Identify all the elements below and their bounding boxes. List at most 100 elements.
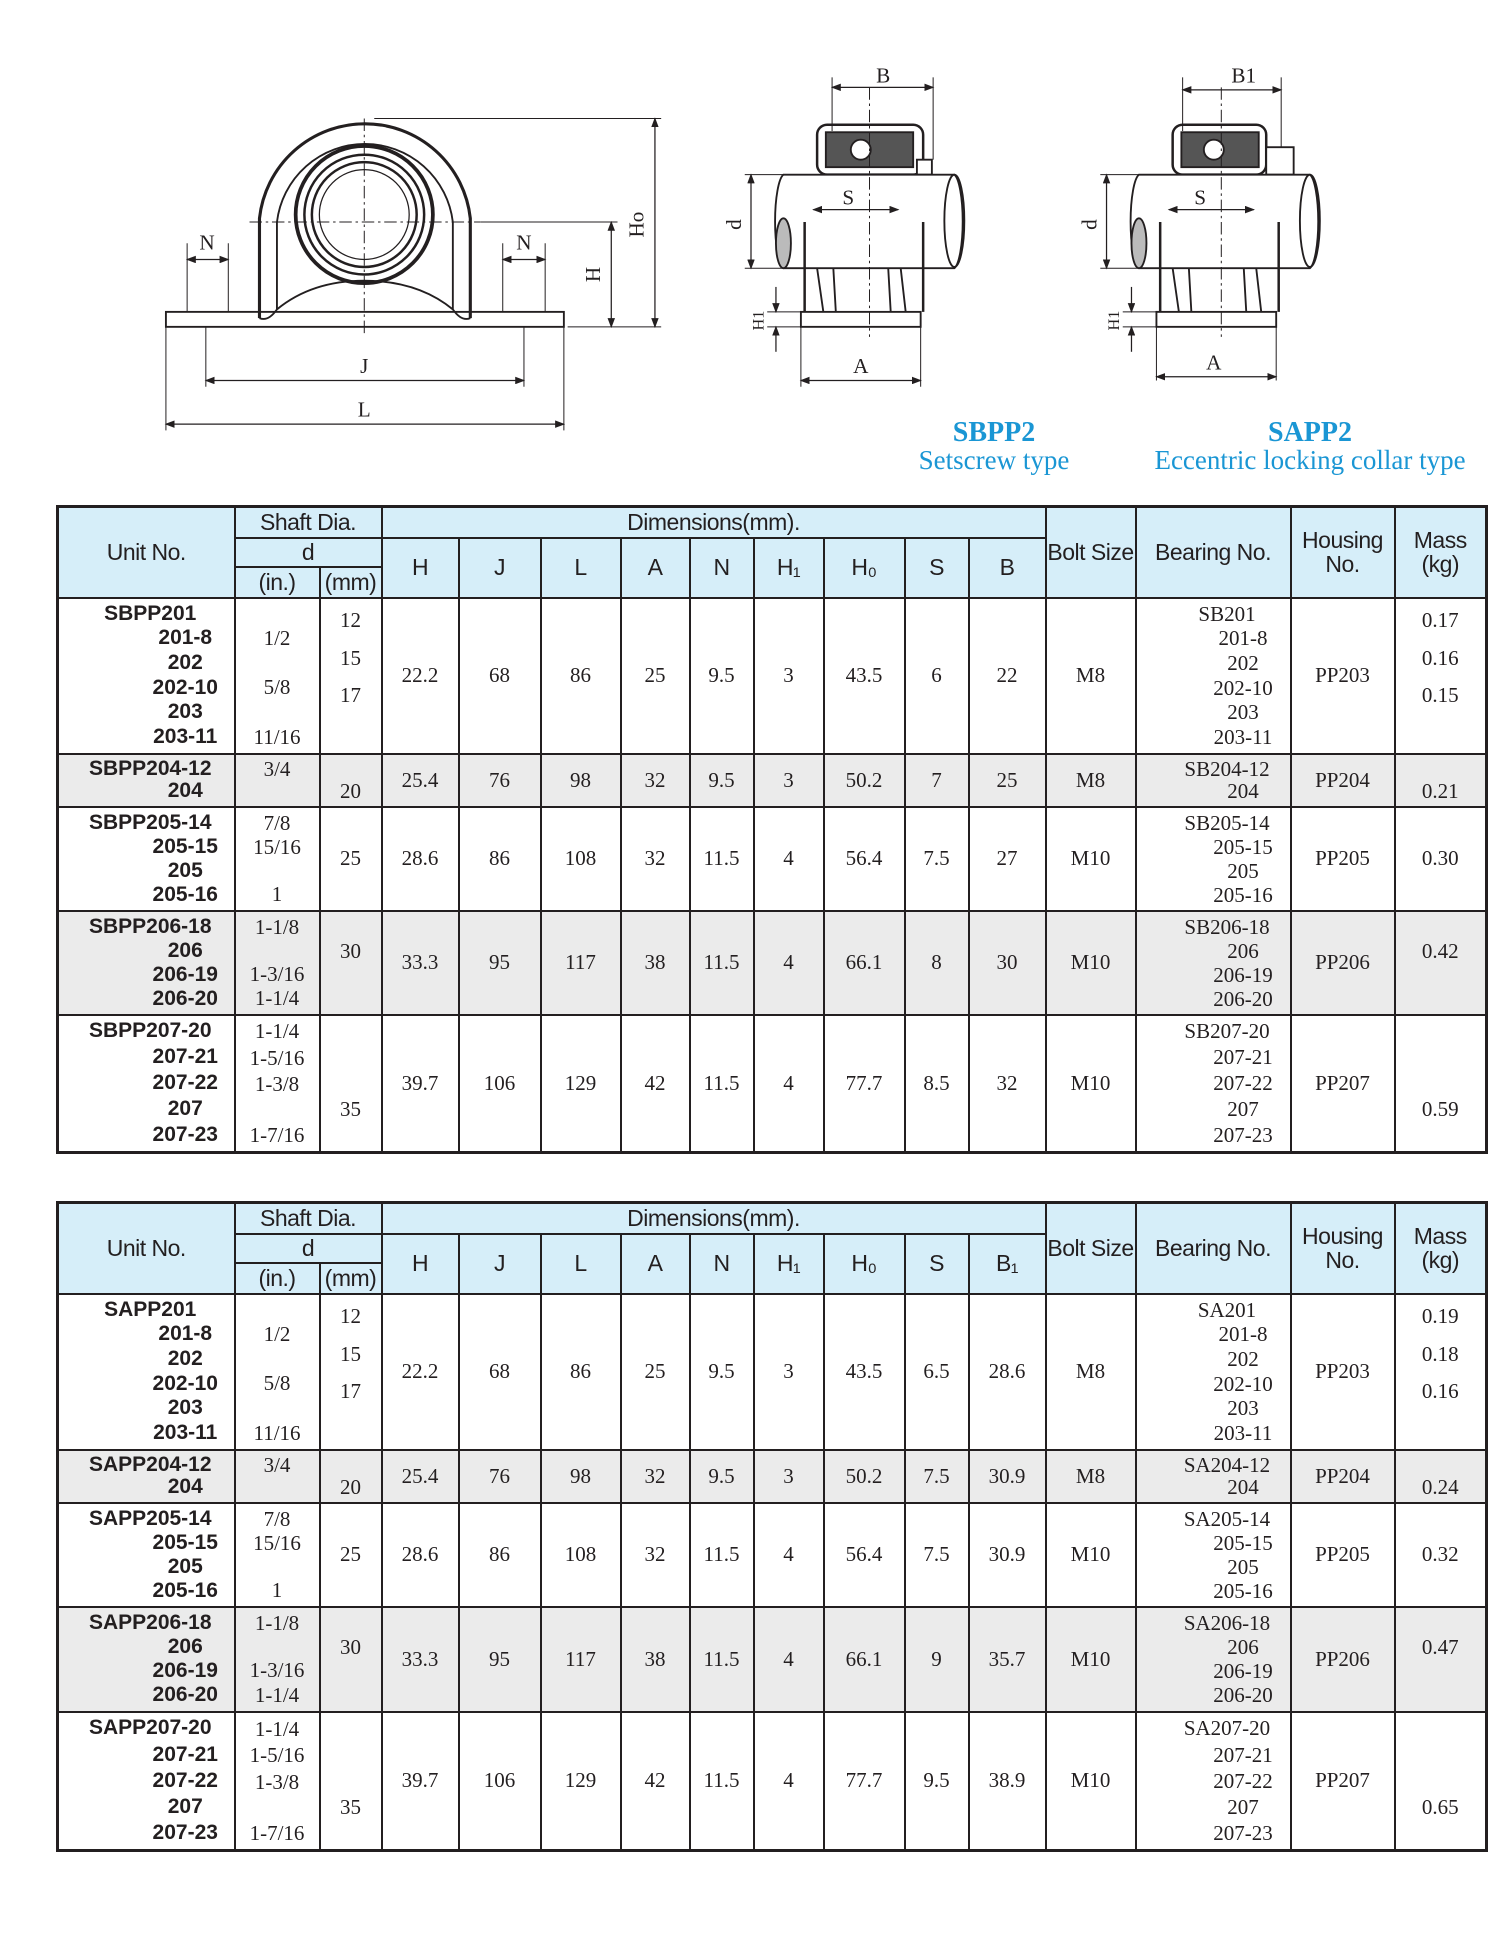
header-dim-col: A [619,1232,691,1295]
bolt-size-cell: M8 [1044,596,1137,755]
shaft-in-cell-line [236,603,319,623]
shaft-in-cell-line: 1-1/8 [254,1610,300,1635]
shaft-in-cell-line: 1-5/16 [249,1743,305,1768]
bolt-size-cell: M10 [1044,1501,1137,1608]
dim-cell: 66.1 [822,1605,906,1713]
dim-cell: 43.5 [822,596,906,755]
mass-cell: 0.17 0.16 0.15 [1393,596,1488,755]
dim-cell: 4 [752,1501,825,1608]
shaft-mm-cell: 25 [318,805,383,912]
unit-no-cell-lines: SBPP206-18 206 206-19 206-20 [59,913,234,1013]
dim-cell: 129 [539,1013,622,1154]
table-row: SAPP204-12 204 3/4 20 25.4 76 98 32 9.5 3 50.2 7.5 3… [56,1448,1488,1504]
dim-cell: 32 [619,1501,691,1608]
dim-cell: 25.4 [380,1448,460,1504]
unit-no-cell-line: 201-8 [158,1322,213,1346]
bearing-no-cell-line: 203-11 [1213,725,1273,750]
shaft-in-cell: 1-1/4 1-5/16 1-3/8 1-7/16 [233,1710,321,1852]
unit-no-cell-line: 203-11 [153,725,218,749]
mass-cell-line [1396,965,1486,985]
unit-no-cell-lines: SBPP201 201-8 202 202-10 203 203-11 [59,600,234,752]
sapp2-spec-table: Unit No. Shaft Dia. Dimensions(mm). Bolt Si… [56,1201,1488,1852]
dim-cell: 7.5 [903,1448,970,1504]
dim-label-l: L [358,398,371,422]
bearing-no-cell-line: SB204-12 [1184,756,1270,781]
shaft-in-cell-line [236,1349,319,1369]
dim-cell: 9.5 [688,1448,755,1504]
unit-no-cell-line: SBPP201 [104,601,197,625]
bearing-no-cell: SB205-14 205-15 205 205-16 [1134,805,1292,912]
header-dim-col: H₁ [752,536,825,599]
housing-no-cell: PP203 [1289,596,1396,755]
unit-no-cell-lines: SBPP207-20 207-21 207-22 207 207-23 [59,1016,234,1150]
dim-cell: 42 [619,1013,691,1154]
unit-no-cell-line: SAPP207-20 [88,1716,212,1740]
bearing-no-cell-line: 206-20 [1213,1683,1273,1708]
shaft-mm-cell-lines: 35 [321,1016,381,1150]
housing-no-cell: PP206 [1289,1605,1396,1713]
bearing-no-cell-line: 207-22 [1213,1071,1273,1096]
shaft-mm-cell: 20 [318,1448,383,1504]
dim-cell: 86 [457,805,542,912]
unit-no-cell: SAPP206-18 206 206-19 206-20 [56,1605,236,1713]
header-dim-col: L [539,1232,622,1295]
shaft-mm-cell: 25 [318,1501,383,1608]
bearing-no-cell-line: SA207-20 [1183,1716,1271,1741]
shaft-in-cell-lines: 7/8 15/16 1 [236,809,319,909]
unit-no-cell-line: SAPP201 [104,1297,197,1321]
dim-cell: 25 [619,1292,691,1451]
bolt-size-cell: M10 [1044,909,1137,1016]
shaft-in-cell-line: 5/8 [263,675,291,700]
dim-cell: 22 [967,596,1047,755]
mass-cell: 0.42 [1393,909,1488,1016]
bearing-no-cell-line: 205-16 [1213,1578,1273,1603]
shaft-mm-cell-line: 15 [340,645,361,670]
sbpp2-side-view-drawing [744,77,966,387]
dim-cell: 4 [752,1013,825,1154]
dim-cell: 4 [752,1605,825,1713]
shaft-mm-cell-lines: 12 15 17 [321,1296,381,1448]
housing-no-cell: PP204 [1289,752,1396,808]
mass-cell-line: 0.18 [1421,1341,1459,1366]
bearing-no-cell-line: SA206-18 [1183,1610,1271,1635]
dim-cell: 33.3 [380,1605,460,1713]
shaft-in-cell-lines: 1/2 5/8 11/16 [236,600,319,752]
dim-cell: 25 [619,596,691,755]
unit-no-cell: SAPP204-12 204 [56,1448,236,1504]
shaft-mm-cell-line: 35 [340,1794,361,1819]
sbpp2-spec-table: Unit No. Shaft Dia. Dimensions(mm). Bolt Si… [56,505,1488,1154]
dim-cell: 4 [752,805,825,912]
shaft-in-cell-line: 5/8 [263,1371,291,1396]
unit-no-cell-line: 207 [167,1097,203,1121]
shaft-in-cell-line: 1 [271,882,283,907]
unit-no-cell-line: SAPP206-18 [88,1610,212,1634]
shaft-in-cell-line: 7/8 [263,810,291,835]
dim-cell: 30 [967,909,1047,1016]
table-row: SBPP207-20 207-21 207-22 207 207-23 1-1/4 1-5/… [56,1013,1488,1154]
dim-cell: 3 [752,1292,825,1451]
shaft-mm-cell-line [321,1125,381,1145]
unit-no-cell-line: 205-15 [152,1530,218,1554]
shaft-mm-cell: 35 [318,1013,383,1154]
dim-label-h: H [581,267,605,282]
shaft-in-cell-line: 11/16 [253,1420,301,1445]
dim-cell: 108 [539,805,622,912]
header-dimensions: Dimensions(mm). [380,1201,1047,1235]
shaft-in-cell-line: 1/2 [263,625,291,650]
dim-cell: 77.7 [822,1710,906,1852]
header-row: Unit No. Shaft Dia. Dimensions(mm). Bolt Si… [56,505,1488,599]
shaft-mm-cell-line [321,1047,381,1067]
dim-cell: 86 [457,1501,542,1608]
mass-cell-line [1396,916,1486,936]
shaft-in-cell: 7/8 15/16 1 [233,1501,321,1608]
shaft-in-cell-lines: 1-1/8 1-3/16 1-1/4 [236,913,319,1013]
shaft-in-cell-line: 1-5/16 [249,1045,305,1070]
shaft-mm-cell-line [321,1686,381,1706]
bearing-no-cell-line: 203-11 [1213,1421,1273,1446]
dim-label-n-right: N [516,230,531,254]
bearing-no-cell: SA207-20 207-21 207-22 207 207-23 [1134,1710,1292,1852]
shaft-mm-cell-line [321,1072,381,1092]
dim-label-h1-2: H1 [1105,311,1123,331]
shaft-mm-cell: 35 [318,1710,383,1852]
unit-no-cell: SBPP201 201-8 202 202-10 203 203-11 [56,596,236,755]
